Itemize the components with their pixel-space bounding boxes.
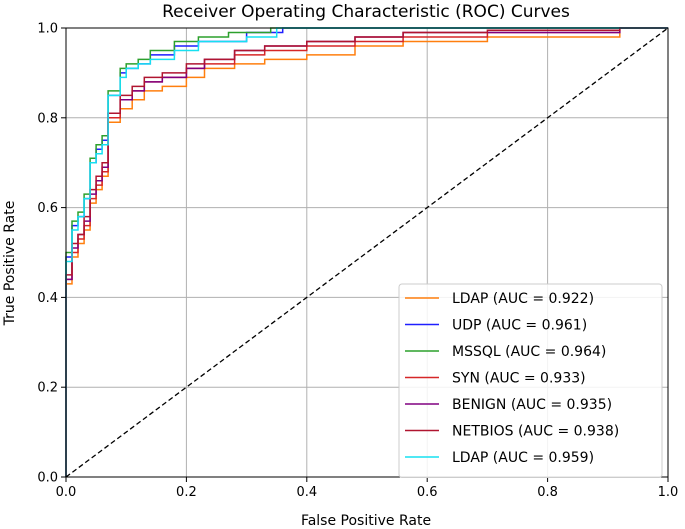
plot-frame — [65, 27, 669, 478]
y-tick-label: 0.8 — [37, 111, 58, 126]
y-tick-label: 1.0 — [37, 22, 58, 37]
x-tick-label: 0.4 — [296, 485, 317, 500]
curves — [65, 27, 669, 478]
x-tick-label: 0.0 — [56, 485, 77, 500]
y-axis-ticks: 0.0 0.2 0.4 0.6 0.8 1.0 — [37, 22, 66, 486]
legend-label: NETBIOS (AUC = 0.938) — [452, 424, 619, 440]
x-tick-label: 0.2 — [176, 485, 197, 500]
legend-label: MSSQL (AUC = 0.964) — [452, 344, 606, 360]
chance-diagonal-line — [65, 27, 669, 478]
roc-curve-6 — [65, 27, 668, 477]
y-axis-label: True Positive Rate — [2, 201, 18, 327]
y-tick-label: 0.0 — [37, 471, 58, 486]
y-tick-label: 0.4 — [37, 291, 58, 306]
legend: LDAP (AUC = 0.922) UDP (AUC = 0.961) MSSQL… — [398, 283, 663, 478]
y-tick-label: 0.6 — [37, 201, 58, 216]
x-tick-label: 0.6 — [417, 485, 438, 500]
legend-label: SYN (AUC = 0.933) — [452, 371, 586, 387]
chart-title: Receiver Operating Characteristic (ROC) … — [162, 2, 570, 22]
legend-label: LDAP (AUC = 0.959) — [452, 450, 594, 466]
legend-box — [398, 283, 663, 478]
x-tick-label: 0.8 — [537, 485, 558, 500]
legend-label: BENIGN (AUC = 0.935) — [452, 397, 612, 413]
legend-label: UDP (AUC = 0.961) — [452, 318, 587, 334]
legend-label: LDAP (AUC = 0.922) — [452, 291, 594, 307]
x-tick-label: 1.0 — [658, 485, 679, 500]
x-axis-ticks: 0.0 0.2 0.4 0.6 0.8 1.0 — [56, 477, 679, 500]
y-tick-label: 0.2 — [37, 381, 58, 396]
x-axis-label: False Positive Rate — [301, 513, 431, 529]
